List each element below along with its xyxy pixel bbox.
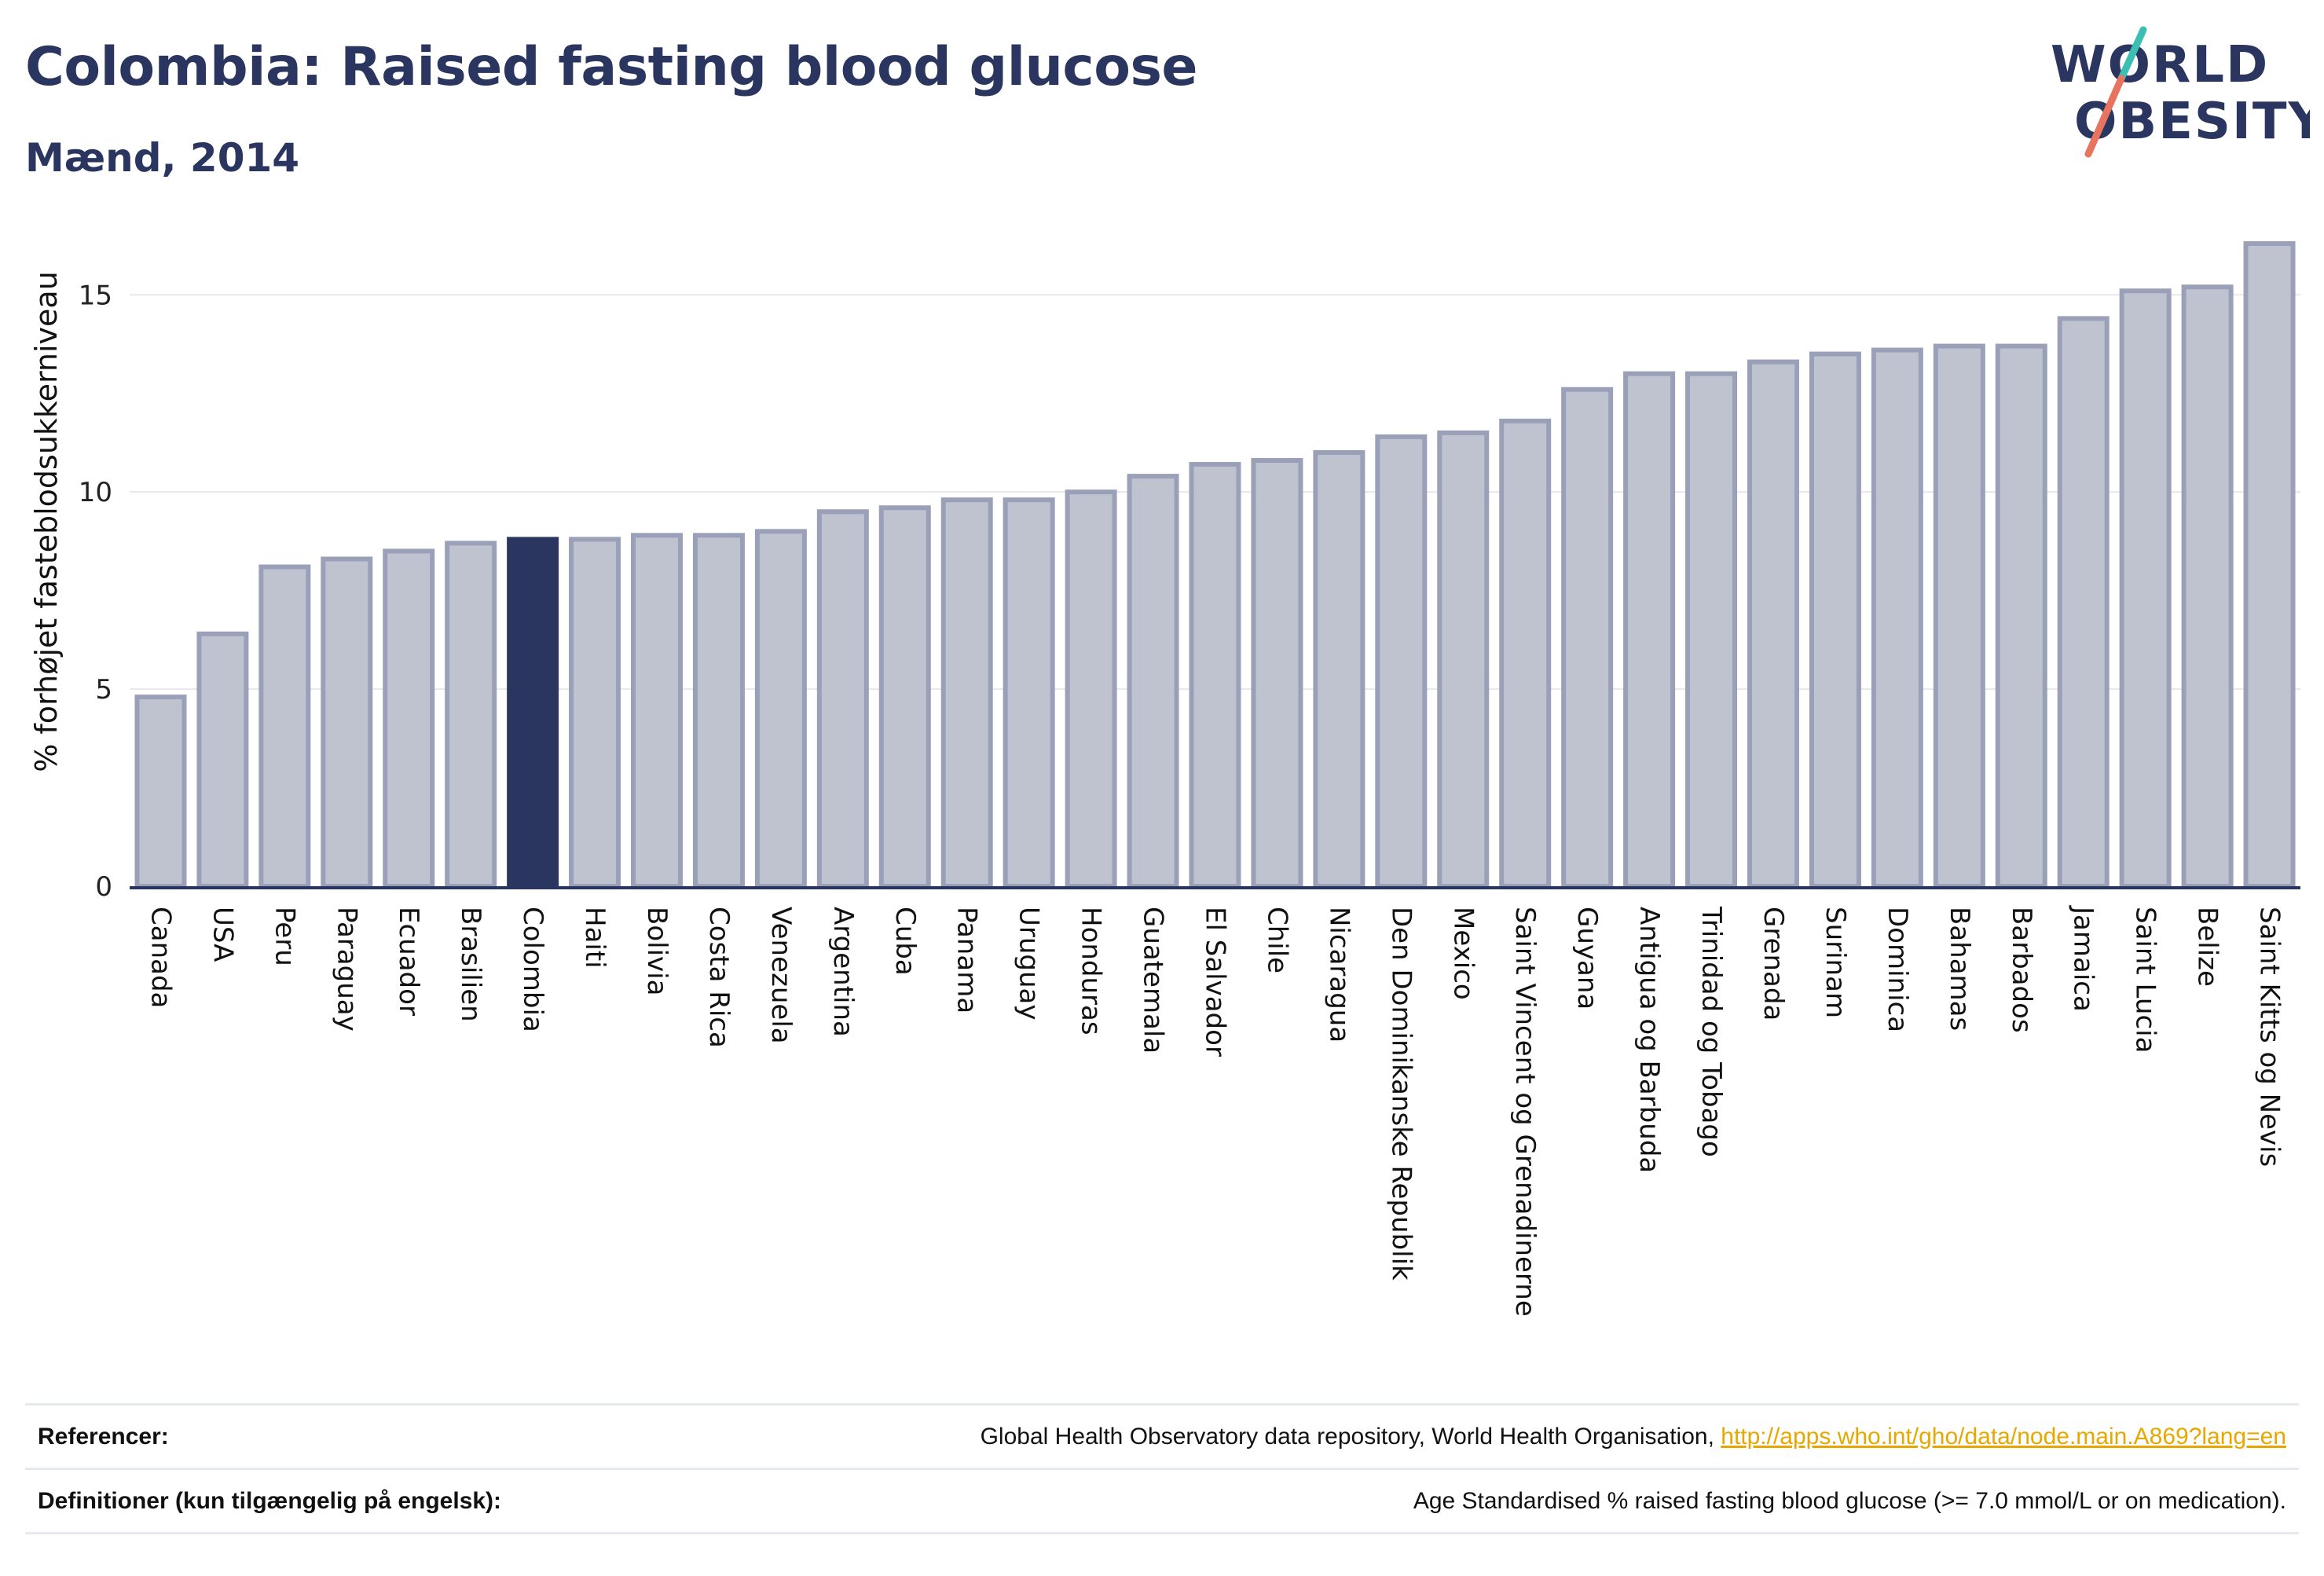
x-tick-label: Venezuela [765, 907, 797, 1044]
bar [1251, 458, 1303, 889]
x-tick-label: Jamaica [2068, 905, 2099, 1012]
x-tick-label: USA [207, 907, 238, 962]
y-tick-label: 5 [95, 674, 112, 706]
x-tick-label: Ecuador [393, 907, 424, 1016]
bar [2243, 241, 2296, 889]
footer-divider-top [25, 1403, 2299, 1406]
bar [1127, 474, 1179, 889]
definitions-row: Definitioner (kun tilgængelig på engelsk… [25, 1471, 2299, 1534]
bar [1809, 351, 1861, 889]
x-tick-label: El Salvador [1200, 907, 1231, 1057]
x-tick-label: Uruguay [1014, 907, 1045, 1021]
x-tick-label: Brasilien [455, 907, 486, 1022]
bar [2057, 316, 2110, 889]
x-tick-label: Dominica [1882, 907, 1913, 1032]
y-tick-label: 15 [79, 280, 112, 311]
x-tick-label: Chile [1261, 907, 1292, 973]
bar [940, 497, 993, 889]
bar [507, 537, 559, 889]
references-link[interactable]: http://apps.who.int/gho/data/node.main.A… [1721, 1424, 2286, 1450]
bar [1065, 489, 1117, 889]
bar [1685, 371, 1738, 889]
world-obesity-logo: WORLD OBESITY [2051, 26, 2310, 158]
bar [1871, 347, 1923, 889]
bar [258, 564, 311, 889]
x-tick-label: Grenada [1758, 907, 1789, 1021]
bar-chart: 0 5 10 15 % forhøjet fasteblodsukkerniveau Ca… [29, 241, 2300, 1317]
x-tick-label: Panama [951, 907, 983, 1013]
bar [1933, 343, 1985, 889]
x-tick-label: Belize [2192, 907, 2223, 987]
bar [692, 533, 745, 889]
x-tick-label: Bolivia [641, 907, 673, 995]
bar [196, 631, 249, 889]
x-tick-label: Trinidad og Tobago [1695, 906, 1727, 1157]
x-tick-label: Paraguay [331, 907, 362, 1032]
bar [754, 529, 807, 889]
references-text: Global Health Observatory data repositor… [980, 1424, 1721, 1450]
x-tick-label: Guyana [1571, 907, 1603, 1010]
x-tick-label: Cuba [889, 907, 921, 976]
x-tick-label: Saint Vincent og Grenadinerne [1509, 907, 1541, 1317]
references-row: Referencer: Global Health Observatory da… [25, 1406, 2299, 1469]
bar [1499, 418, 1552, 889]
bar [1747, 359, 1799, 889]
definitions-value: Age Standardised % raised fasting blood … [1413, 1488, 2286, 1514]
bar [569, 537, 621, 889]
footer-divider-middle [25, 1468, 2299, 1470]
x-tick-label: Argentina [827, 907, 859, 1037]
x-tick-label: Nicaragua [1323, 907, 1354, 1043]
bar [383, 548, 435, 889]
bar [878, 505, 931, 889]
logo-slash-coral [2084, 75, 2125, 158]
x-tick-label: Haiti [579, 907, 610, 969]
logo-text-top: WORLD [2051, 36, 2269, 94]
x-tick-label: Den Dominikanske Republik [1385, 907, 1417, 1281]
bar [1561, 387, 1614, 889]
bar [1995, 343, 2047, 889]
x-tick-label: Guatemala [1138, 907, 1169, 1054]
x-tick-label: Bahamas [1944, 907, 1975, 1031]
bar [816, 509, 869, 889]
bar [1003, 497, 1055, 889]
x-tick-label: Colombia [517, 907, 548, 1032]
x-tick-label: Saint Lucia [2130, 907, 2161, 1053]
bar [134, 695, 187, 889]
bar [321, 556, 373, 889]
bar [1189, 462, 1241, 889]
bar [2181, 284, 2234, 889]
definitions-label: Definitioner (kun tilgængelig på engelsk… [38, 1488, 502, 1514]
references-value: Global Health Observatory data repositor… [981, 1424, 2286, 1450]
bar [1375, 434, 1428, 889]
x-tick-label: Antigua og Barbuda [1633, 907, 1665, 1173]
y-tick-label: 10 [79, 477, 112, 508]
references-label: Referencer: [38, 1424, 169, 1450]
x-tick-label: Peru [269, 907, 300, 966]
x-tick-label: Canada [145, 907, 176, 1008]
bar [1313, 450, 1365, 889]
x-tick-label: Mexico [1447, 907, 1479, 1000]
x-tick-label: Saint Kitts og Nevis [2254, 907, 2286, 1167]
y-tick-label: 0 [95, 871, 112, 903]
logo-slash-teal [2117, 26, 2147, 82]
x-tick-label: Honduras [1076, 907, 1107, 1035]
y-axis-label: % forhøjet fasteblodsukkerniveau [29, 271, 64, 772]
chart-subtitle: Mænd, 2014 [25, 135, 300, 181]
bar [631, 533, 684, 889]
bar [2119, 288, 2172, 889]
chart-title: Colombia: Raised fasting blood glucose [25, 36, 1198, 98]
bar [445, 541, 497, 889]
x-tick-label: Surinam [1820, 907, 1851, 1018]
footer-divider-bottom [25, 1532, 2299, 1534]
x-tick-label: Barbados [2006, 907, 2037, 1033]
x-tick-label: Costa Rica [703, 907, 735, 1048]
bar [1437, 430, 1490, 889]
bar [1623, 371, 1676, 889]
